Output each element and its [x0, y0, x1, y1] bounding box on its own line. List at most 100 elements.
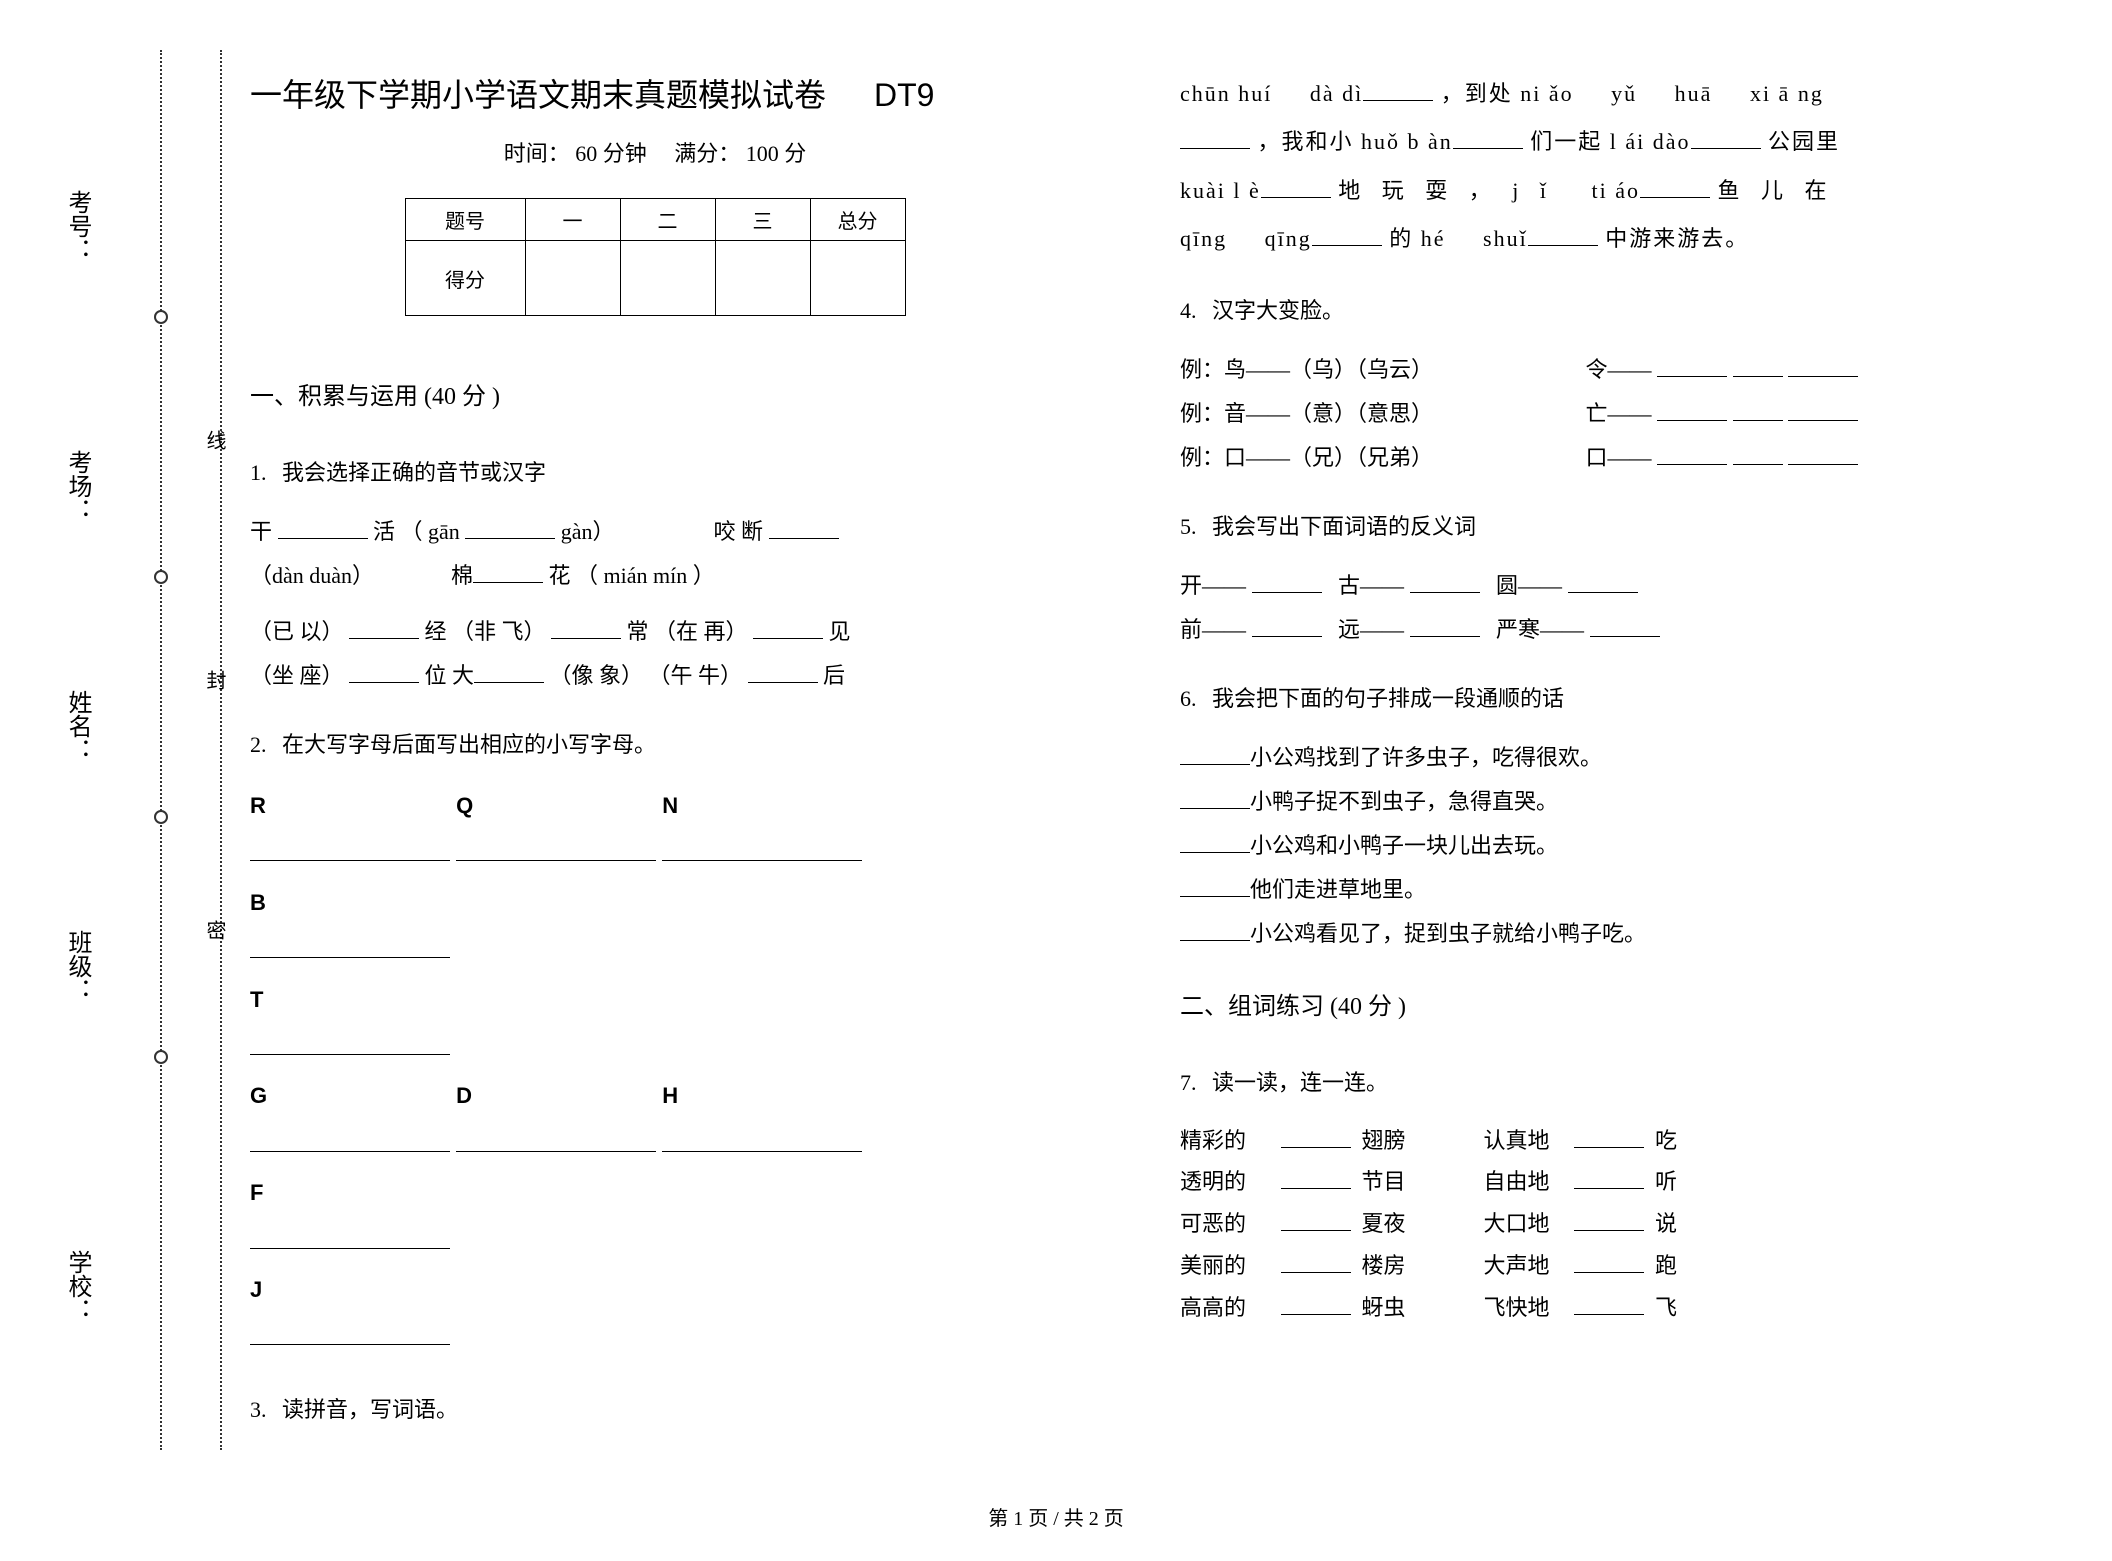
blank[interactable]	[456, 841, 656, 861]
blank[interactable]	[250, 841, 450, 861]
blank[interactable]	[1568, 573, 1638, 593]
blank[interactable]	[748, 663, 818, 683]
question-4: 4. 汉字大变脸。 例：鸟——（乌）（乌云） 令—— 例：音——（意）（意思） …	[1180, 289, 1990, 480]
blank[interactable]	[1410, 617, 1480, 637]
blank[interactable]	[1657, 445, 1727, 465]
blank[interactable]	[1528, 226, 1598, 246]
blank[interactable]	[1788, 357, 1858, 377]
label-banji[interactable]: 班级：	[60, 930, 95, 1002]
blank[interactable]	[1590, 617, 1660, 637]
question-5: 5. 我会写出下面词语的反义词 开—— 古—— 圆—— 前—— 远—— 严寒——	[1180, 505, 1990, 652]
p: 公园里	[1768, 129, 1840, 154]
p: ，我和小 huǒ b àn	[1258, 129, 1453, 154]
blank[interactable]	[1252, 617, 1322, 637]
p: 鱼 儿 在	[1718, 178, 1835, 203]
s: 小公鸡看见了，捉到虫子就给小鸭子吃。	[1250, 921, 1646, 946]
mc: 大口地	[1484, 1203, 1569, 1245]
blank[interactable]	[465, 519, 555, 539]
blank[interactable]	[1261, 178, 1331, 198]
ma: 美丽的	[1180, 1245, 1275, 1287]
q1-l4c: （像 象） （午 牛）	[550, 663, 748, 688]
p: 地 玩 耍 ， j ǐ	[1338, 178, 1554, 203]
blank[interactable]	[1574, 1295, 1644, 1315]
blank[interactable]	[1180, 745, 1250, 765]
blank[interactable]	[1657, 357, 1727, 377]
label-xingming[interactable]: 姓名：	[60, 690, 95, 762]
blank[interactable]	[474, 663, 544, 683]
blank[interactable]	[1180, 877, 1250, 897]
blank[interactable]	[1281, 1169, 1351, 1189]
binding-dot	[154, 1050, 168, 1064]
q1-l2c: 花 （ mián mín ）	[549, 563, 715, 588]
blank[interactable]	[1180, 789, 1250, 809]
p: xi ā ng	[1750, 81, 1824, 106]
blank[interactable]	[1733, 401, 1783, 421]
section-2-title: 二、组词练习 (40 分 )	[1180, 986, 1990, 1021]
blank[interactable]	[1363, 81, 1433, 101]
blank[interactable]	[1312, 226, 1382, 246]
blank[interactable]	[250, 1229, 450, 1249]
blank[interactable]	[1574, 1169, 1644, 1189]
blank[interactable]	[1281, 1128, 1351, 1148]
p: qīng	[1180, 226, 1227, 251]
binding-dot	[154, 310, 168, 324]
blank[interactable]	[662, 841, 862, 861]
label-xuexiao[interactable]: 学校：	[60, 1250, 95, 1322]
td-score[interactable]	[715, 241, 810, 316]
blank[interactable]	[753, 619, 823, 639]
td-score[interactable]	[525, 241, 620, 316]
blank[interactable]	[1574, 1211, 1644, 1231]
blank[interactable]	[473, 563, 543, 583]
p: qīng	[1265, 226, 1312, 251]
blank[interactable]	[551, 619, 621, 639]
blank[interactable]	[1410, 573, 1480, 593]
blank[interactable]	[1281, 1253, 1351, 1273]
blank[interactable]	[1574, 1253, 1644, 1273]
letter: T	[250, 987, 263, 1012]
td-score[interactable]	[810, 241, 905, 316]
label-kaohao[interactable]: 考号：	[60, 190, 95, 262]
blank[interactable]	[1281, 1295, 1351, 1315]
blank[interactable]	[1180, 921, 1250, 941]
blank[interactable]	[278, 519, 368, 539]
blank[interactable]	[1453, 129, 1523, 149]
w: 圆——	[1496, 573, 1562, 598]
blank[interactable]	[1180, 833, 1250, 853]
match-row: 美丽的 楼房 大声地 跑	[1180, 1245, 1990, 1287]
blank[interactable]	[456, 1132, 656, 1152]
blank[interactable]	[1788, 445, 1858, 465]
td-score[interactable]	[620, 241, 715, 316]
td-score-label: 得分	[405, 241, 525, 316]
q1-l3d: 见	[829, 619, 851, 644]
blank[interactable]	[1788, 401, 1858, 421]
q-num: 6.	[1180, 686, 1197, 711]
question-7: 7. 读一读，连一连。 精彩的 翅膀 认真地 吃 透明的 节目 自由地 听 可恶…	[1180, 1061, 1990, 1329]
blank[interactable]	[349, 663, 419, 683]
md: 吃	[1655, 1120, 1700, 1162]
blank[interactable]	[1657, 401, 1727, 421]
blank[interactable]	[1733, 445, 1783, 465]
blank[interactable]	[1691, 129, 1761, 149]
th-num: 题号	[405, 199, 525, 241]
letter: F	[250, 1180, 263, 1205]
title-text: 一年级下学期小学语文期末真题模拟试卷	[250, 77, 826, 113]
blank[interactable]	[250, 1132, 450, 1152]
blank[interactable]	[1180, 129, 1250, 149]
blank[interactable]	[1281, 1211, 1351, 1231]
blank[interactable]	[662, 1132, 862, 1152]
letter: B	[250, 890, 266, 915]
blank[interactable]	[349, 619, 419, 639]
blank[interactable]	[1252, 573, 1322, 593]
blank[interactable]	[250, 1035, 450, 1055]
ma: 可恶的	[1180, 1203, 1275, 1245]
blank[interactable]	[1574, 1128, 1644, 1148]
blank[interactable]	[250, 938, 450, 958]
blank[interactable]	[250, 1325, 450, 1345]
blank[interactable]	[1733, 357, 1783, 377]
th-1: 一	[525, 199, 620, 241]
label-kaochang[interactable]: 考场：	[60, 450, 95, 522]
th-3: 三	[715, 199, 810, 241]
blank[interactable]	[769, 519, 839, 539]
mc: 大声地	[1484, 1245, 1569, 1287]
blank[interactable]	[1640, 178, 1710, 198]
